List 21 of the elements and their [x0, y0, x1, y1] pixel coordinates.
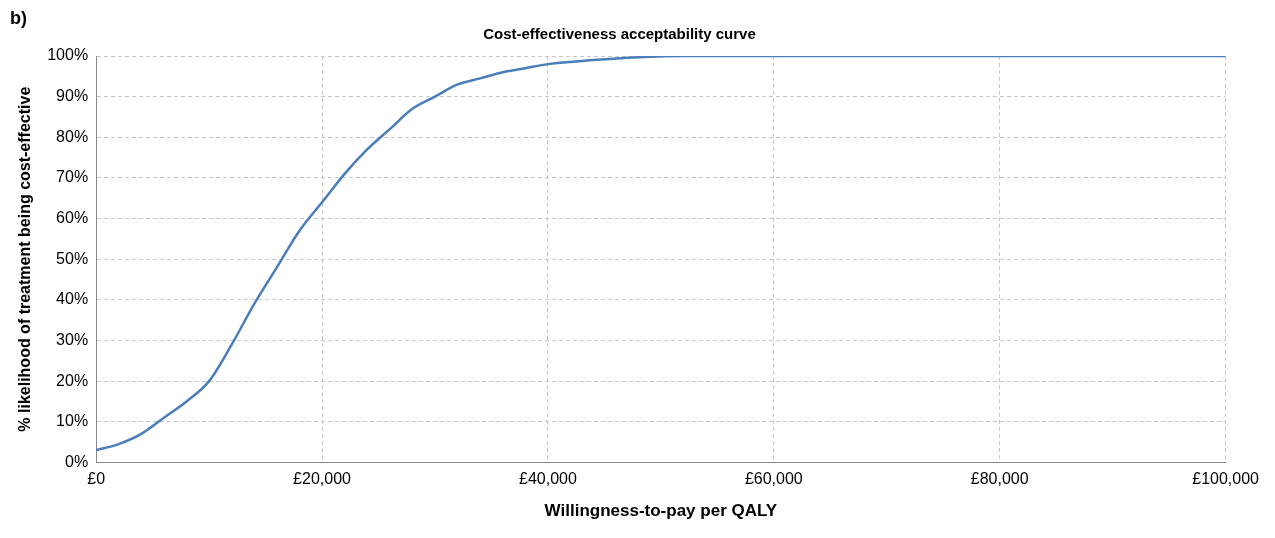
chart-title: Cost-effectiveness acceptability curve [483, 25, 756, 43]
x-tick-label: £20,000 [293, 470, 352, 488]
y-tick-label: 90% [56, 87, 89, 105]
y-tick-label: 40% [56, 290, 89, 308]
y-tick-label: 80% [56, 127, 89, 145]
x-tick-label: £0 [87, 470, 106, 488]
x-tick-label: £60,000 [744, 470, 803, 488]
x-tick-label: £80,000 [970, 470, 1029, 488]
y-tick-label: 30% [56, 330, 89, 348]
y-tick-label: 70% [56, 168, 89, 186]
y-axis-title: % likelihood of treatment being cost-effective [16, 86, 34, 432]
text: b) [10, 7, 27, 28]
y-tick-label: 20% [56, 371, 89, 389]
y-tick-label: 100% [47, 46, 89, 64]
y-tick-label: 0% [65, 452, 89, 470]
y-tick-label: 50% [56, 249, 89, 267]
y-tick-label: 60% [56, 208, 89, 226]
x-tick-label: £40,000 [519, 470, 577, 488]
x-tick-label: £100,000 [1192, 470, 1260, 488]
x-axis-title: Willingness-to-pay per QALY [544, 501, 778, 521]
y-tick-label: 10% [56, 412, 89, 430]
